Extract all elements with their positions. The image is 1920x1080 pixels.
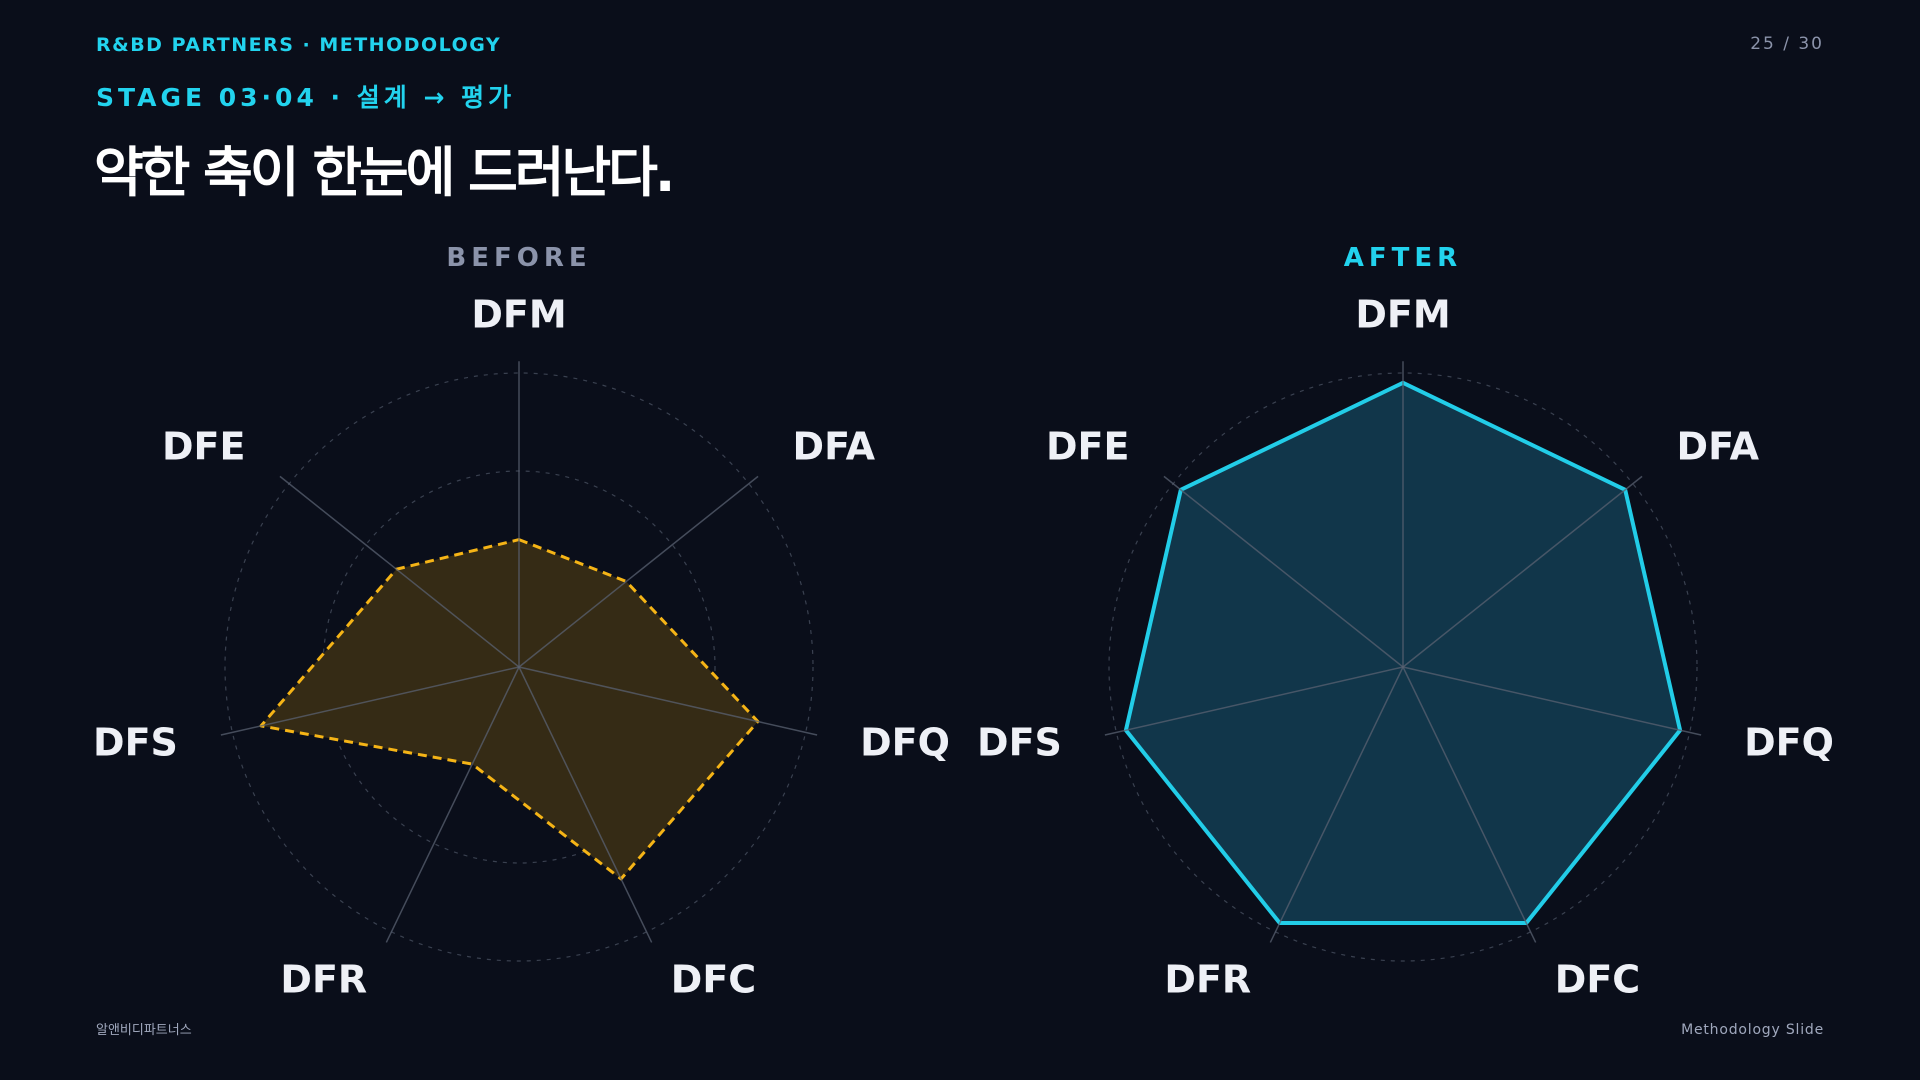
before-axis-label-dfa: DFA bbox=[793, 424, 876, 468]
after-axis-label-dfs: DFS bbox=[977, 720, 1062, 764]
after-axis-label-dfa: DFA bbox=[1677, 424, 1760, 468]
after-axis-label-dfm: DFM bbox=[1355, 293, 1450, 337]
page-title: 약한 축이 한눈에 드러난다. bbox=[94, 141, 675, 204]
before-axis-line bbox=[279, 475, 520, 668]
before-axis-label-dfq: DFQ bbox=[860, 720, 950, 764]
after-axis-line bbox=[1163, 475, 1404, 668]
after-axis-label-dfr: DFR bbox=[1164, 958, 1251, 1002]
after-axis-line bbox=[1104, 666, 1404, 736]
after-panel-title: AFTER bbox=[1344, 243, 1462, 273]
before-axis-line bbox=[518, 666, 653, 943]
before-panel-title: BEFORE bbox=[446, 243, 591, 273]
before-axis-label-dfs: DFS bbox=[93, 720, 178, 764]
before-axis-line bbox=[518, 475, 759, 668]
before-grid-circle bbox=[224, 372, 814, 962]
before-axis-label-dfm: DFM bbox=[471, 293, 566, 337]
stage-label: STAGE 03·04 · 설계 → 평가 bbox=[96, 83, 516, 112]
after-axis-line bbox=[1269, 666, 1404, 943]
after-axis-label-dfe: DFE bbox=[1046, 424, 1129, 468]
before-axis-line bbox=[518, 666, 818, 736]
before-series-area bbox=[259, 538, 760, 881]
after-axis-line bbox=[1402, 666, 1537, 943]
after-axis-label-dfq: DFQ bbox=[1744, 720, 1834, 764]
before-axis-line bbox=[220, 666, 520, 736]
page-number: 25 / 30 bbox=[1750, 34, 1824, 54]
before-axis-label-dfr: DFR bbox=[280, 958, 367, 1002]
footer-label: Methodology Slide bbox=[1681, 1022, 1824, 1038]
footer-company: 알앤비디파트너스 bbox=[96, 1023, 192, 1038]
after-axis-label-dfc: DFC bbox=[1555, 958, 1640, 1002]
before-axis-label-dfe: DFE bbox=[162, 424, 245, 468]
before-axis-line bbox=[385, 666, 520, 943]
before-axis-label-dfc: DFC bbox=[671, 958, 756, 1002]
after-axis-line bbox=[1402, 475, 1643, 668]
after-axis-line bbox=[1402, 666, 1702, 736]
after-grid-circle bbox=[1108, 372, 1698, 962]
brand-label: R&BD PARTNERS · METHODOLOGY bbox=[96, 34, 502, 56]
